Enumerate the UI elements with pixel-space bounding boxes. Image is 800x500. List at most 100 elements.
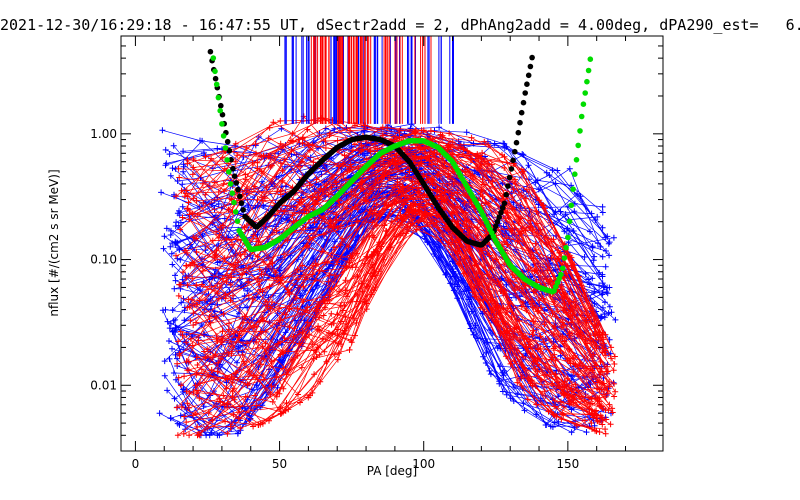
red-plus-marker: [177, 328, 184, 335]
blue-plus-marker: [486, 367, 493, 374]
red-plus-marker: [524, 396, 531, 403]
red-plus-marker: [362, 194, 369, 201]
red-plus-marker: [225, 351, 232, 357]
red-plus-marker: [576, 360, 583, 367]
blue-plus-marker: [274, 310, 281, 317]
red-plus-marker: [352, 264, 359, 271]
red-plus-marker: [190, 155, 197, 162]
red-plus-marker: [371, 207, 378, 214]
red-plus-marker: [256, 266, 263, 273]
red-plus-marker: [179, 332, 186, 339]
red-plus-marker: [237, 425, 244, 432]
black-fit-dot: [207, 48, 214, 55]
red-plus-marker: [610, 367, 617, 374]
red-vertical-lines: [310, 36, 432, 124]
black-fit-dot: [501, 200, 508, 207]
red-plus-marker: [594, 418, 601, 425]
red-plus-marker: [316, 351, 323, 358]
black-fit-dot: [218, 102, 224, 109]
red-plus-marker: [176, 174, 183, 181]
blue-plus-marker: [169, 345, 175, 352]
red-trace-line: [188, 210, 611, 425]
blue-plus-marker: [562, 211, 569, 218]
black-fit-dot: [499, 205, 506, 211]
red-plus-marker: [611, 353, 618, 360]
red-plus-marker: [294, 266, 301, 273]
blue-plus-marker: [592, 217, 599, 223]
red-plus-marker: [256, 278, 263, 285]
red-plus-marker: [219, 275, 226, 282]
red-plus-marker: [507, 300, 513, 307]
red-plus-marker: [193, 390, 200, 397]
red-plus-marker: [195, 337, 202, 344]
red-plus-marker: [439, 134, 446, 141]
blue-plus-marker: [585, 276, 592, 283]
red-trace-line: [188, 218, 594, 418]
red-plus-marker: [187, 335, 194, 342]
blue-plus-marker: [180, 148, 187, 155]
red-plus-marker: [181, 373, 188, 380]
red-plus-marker: [347, 127, 353, 134]
blue-plus-marker: [177, 256, 184, 263]
red-plus-marker: [219, 328, 226, 335]
red-plus-marker: [530, 327, 537, 334]
y-tick-label: 1.00: [90, 127, 117, 141]
red-plus-marker: [290, 333, 297, 340]
red-plus-marker: [446, 130, 453, 137]
red-plus-marker: [185, 199, 192, 206]
red-plus-marker: [189, 171, 196, 178]
red-plus-marker: [554, 308, 561, 315]
blue-plus-marker: [265, 265, 272, 272]
red-plus-marker: [196, 395, 203, 402]
blue-plus-marker: [597, 315, 604, 322]
x-tick-label: 100: [412, 457, 435, 471]
red-plus-marker: [573, 422, 580, 429]
red-plus-marker: [290, 218, 297, 225]
red-plus-marker: [281, 251, 288, 258]
red-plus-marker: [298, 196, 305, 203]
blue-plus-marker: [174, 355, 180, 362]
red-plus-marker: [202, 153, 209, 160]
red-plus-marker: [223, 278, 230, 285]
red-plus-marker: [331, 272, 338, 279]
red-trace-line: [203, 143, 615, 365]
green-fit-dot: [577, 128, 583, 134]
red-plus-marker: [395, 187, 402, 194]
red-plus-marker: [602, 426, 609, 433]
blue-plus-marker: [160, 245, 167, 252]
blue-plus-marker: [316, 228, 323, 235]
red-plus-marker: [335, 197, 342, 204]
red-plus-marker: [599, 349, 606, 356]
red-plus-marker: [230, 385, 237, 392]
red-plus-marker: [303, 243, 310, 250]
black-fit-dot: [517, 119, 523, 126]
red-plus-marker: [245, 369, 252, 376]
red-plus-marker: [363, 306, 370, 313]
black-fit-dot: [494, 218, 501, 225]
red-plus-marker: [202, 297, 209, 303]
red-plus-marker: [560, 274, 567, 281]
red-plus-marker: [550, 345, 557, 352]
red-plus-marker: [216, 395, 223, 402]
black-fit-dot: [498, 209, 504, 216]
black-fit-dot: [212, 75, 219, 82]
red-plus-marker: [501, 238, 507, 245]
green-fit-dot: [582, 90, 588, 96]
red-plus-marker: [209, 237, 216, 244]
blue-plus-marker: [599, 209, 606, 216]
green-fit-dot: [572, 171, 578, 177]
red-plus-marker: [367, 148, 374, 155]
red-plus-marker: [232, 140, 239, 147]
blue-plus-marker: [606, 303, 613, 310]
red-plus-marker: [183, 388, 190, 395]
red-plus-marker: [178, 382, 185, 389]
blue-plus-marker: [503, 281, 510, 288]
blue-plus-marker: [591, 253, 598, 260]
red-plus-marker: [320, 312, 327, 319]
red-plus-marker: [341, 152, 348, 159]
blue-plus-marker: [172, 351, 179, 358]
green-fit-dot: [227, 181, 234, 187]
red-plus-marker: [338, 235, 345, 242]
red-plus-marker: [337, 302, 344, 309]
red-plus-marker: [582, 417, 588, 424]
